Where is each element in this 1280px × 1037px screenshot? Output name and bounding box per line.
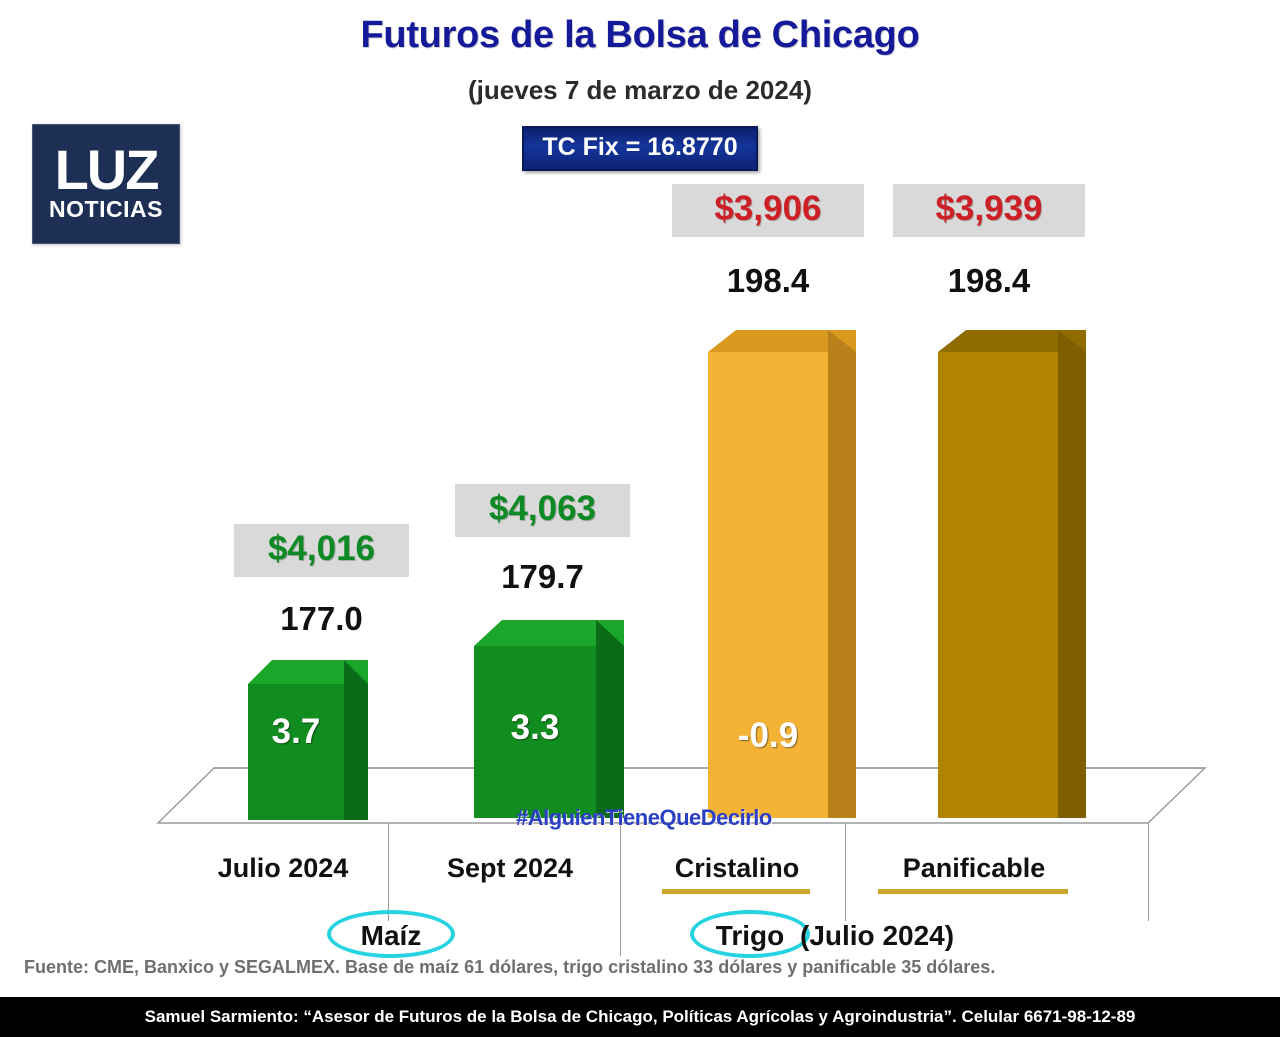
price-usd-panificable: 198.4 [947, 262, 1031, 299]
logo-subwordmark: NOTICIAS [49, 196, 163, 223]
bar-sept-2024: 3.3 [474, 620, 624, 818]
category-label-panificable: Panificable [902, 853, 1046, 883]
contact-text: Samuel Sarmiento: “Asesor de Futuros de … [144, 1007, 1136, 1026]
separator-4 [1148, 823, 1149, 921]
bar-front-face [248, 684, 344, 820]
logo-wordmark: LUZ [54, 137, 160, 201]
page-title: Futuros de la Bolsa de Chicago [360, 14, 920, 56]
bar-julio-2024: 3.7 [248, 660, 368, 820]
category-label-sept-2024: Sept 2024 [446, 853, 574, 883]
category-underline-panificable [878, 889, 1068, 894]
bar-side-face [828, 330, 856, 818]
bar-change-value-julio-2024: 3.7 [271, 712, 321, 751]
price-usd-cristalino: 198.4 [726, 262, 810, 299]
group-label-trigo-period: (Julio 2024) [800, 920, 955, 951]
bar-side-face [596, 620, 624, 818]
bar-side-face [344, 660, 368, 820]
group-label-trigo: Trigo [715, 920, 785, 951]
group-label-maiz: Maíz [360, 920, 422, 951]
separator-3 [845, 823, 846, 921]
group-highlight-maiz [327, 910, 455, 958]
price-usd-sept-2024: 179.7 [501, 558, 584, 595]
bar-side-face [1058, 330, 1086, 818]
price-chip-panificable: $3,939 [893, 184, 1085, 237]
source-note: Fuente: CME, Banxico y SEGALMEX. Base de… [24, 957, 996, 977]
bar-cristalino: -0.9 [708, 330, 856, 818]
category-label-julio-2024: Julio 2024 [217, 853, 349, 883]
separator-1 [388, 823, 389, 921]
group-highlight-trigo [690, 910, 810, 958]
bar-front-face [708, 352, 828, 818]
tc-fix-badge: TC Fix = 16.8770 [522, 126, 758, 171]
contact-bar: Samuel Sarmiento: “Asesor de Futuros de … [0, 997, 1280, 1037]
page-subtitle: (jueves 7 de marzo de 2024) [468, 75, 812, 105]
bar-front-face [474, 646, 596, 818]
bar-change-value-sept-2024: 3.3 [510, 708, 560, 747]
category-underline-cristalino [662, 889, 810, 894]
separator-2 [620, 768, 621, 956]
bar-top-face [708, 330, 856, 352]
price-chip-sept-2024: $4,063 [455, 484, 630, 537]
bar-top-face [938, 330, 1086, 352]
bar-front-face [938, 352, 1058, 818]
price-usd-julio-2024: 177.0 [280, 600, 363, 637]
category-label-cristalino: Cristalino [674, 853, 800, 883]
bar-change-value-cristalino: -0.9 [737, 716, 799, 755]
watermark-hashtag: #AlguienTieneQueDecirlo [516, 805, 772, 830]
luz-noticias-logo: LUZ NOTICIAS [32, 124, 180, 244]
price-chip-cristalino: $3,906 [672, 184, 864, 237]
bar-panificable [938, 330, 1086, 818]
tc-fix-banner-wrap: TC Fix = 16.8770 [0, 126, 1280, 171]
price-chip-julio-2024: $4,016 [234, 524, 409, 577]
